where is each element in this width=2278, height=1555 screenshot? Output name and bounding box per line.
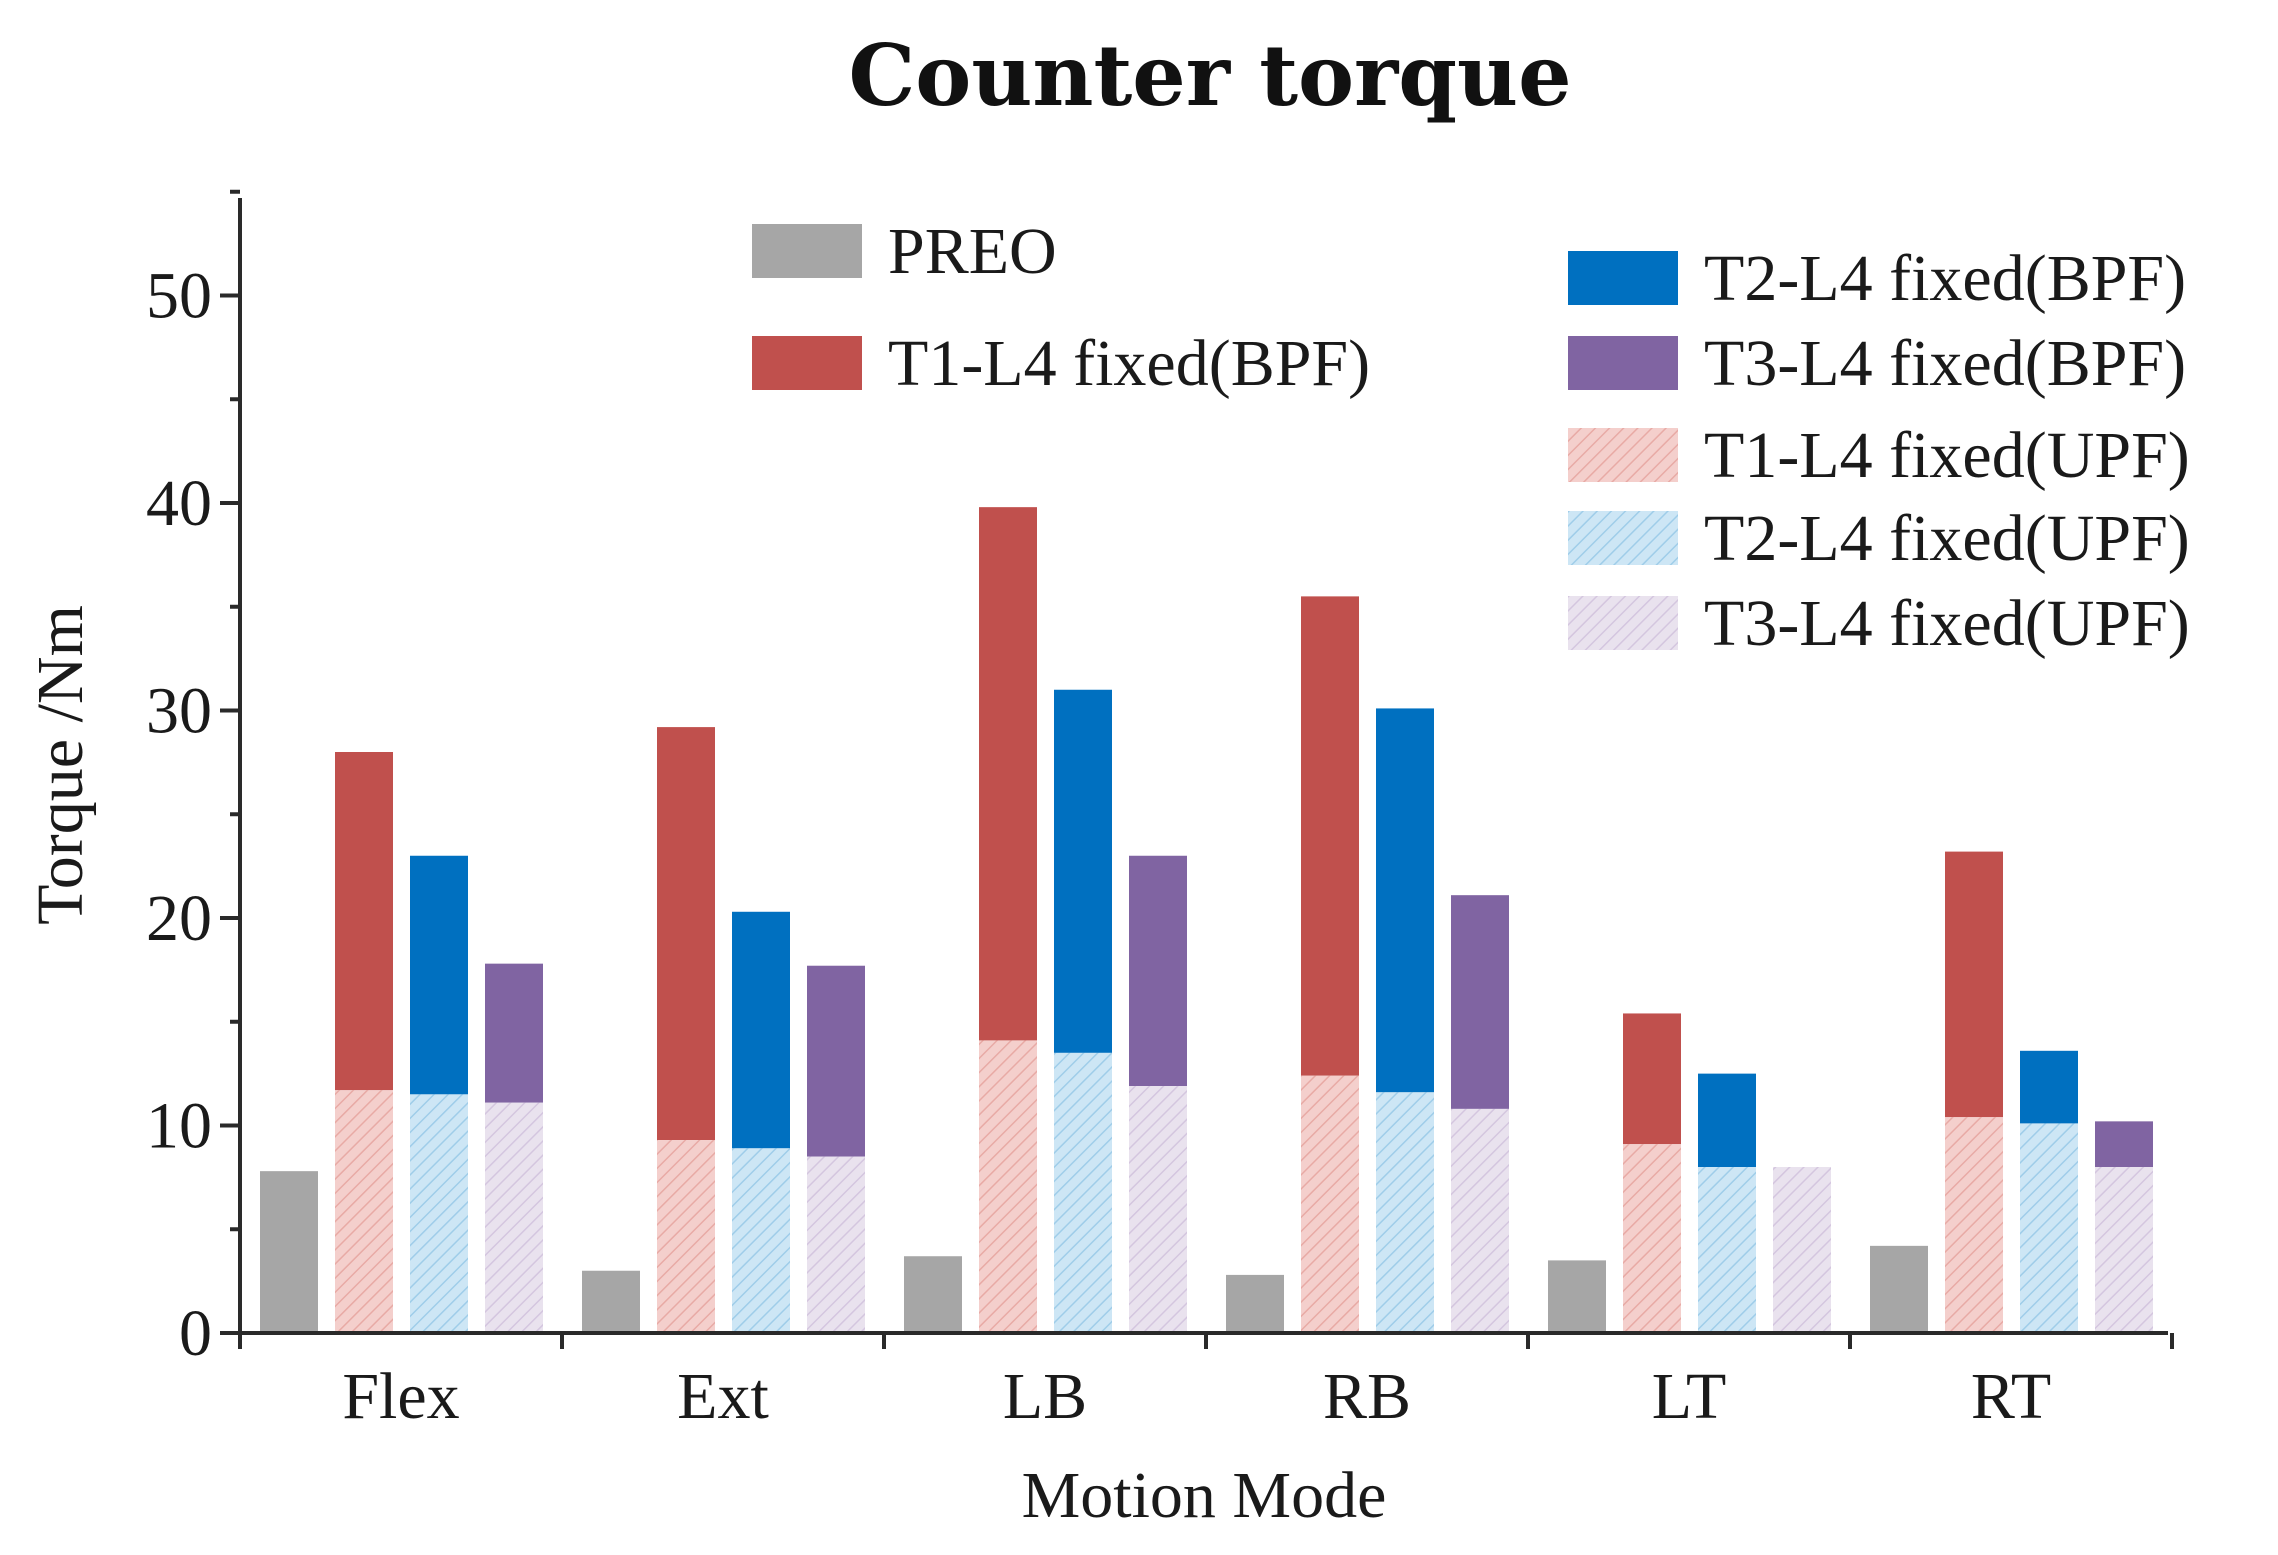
legend-swatch	[1568, 336, 1678, 390]
legend-item: T1-L4 fixed(BPF)	[752, 327, 1370, 400]
bar-t3-bpf-rt	[2095, 1121, 2153, 1167]
x-tick-label-rb: RB	[1323, 1360, 1411, 1433]
bar-t1-upf-rb	[1301, 1075, 1359, 1333]
y-tick-label: 40	[146, 467, 212, 540]
legend-label: T3-L4 fixed(BPF)	[1704, 327, 2186, 400]
bar-t1-bpf-flex	[335, 752, 393, 1091]
chart-title: Counter torque	[848, 26, 1571, 125]
bar-t3-upf-rt	[2095, 1167, 2153, 1333]
legend-label: T1-L4 fixed(UPF)	[1704, 419, 2190, 492]
bar-t2-bpf-flex	[410, 855, 468, 1095]
bar-t2-upf-rt	[2020, 1123, 2078, 1333]
bar-t3-bpf-lb	[1129, 855, 1187, 1087]
bar-t1-bpf-rt	[1945, 851, 2003, 1118]
legend-swatch	[752, 336, 862, 390]
y-tick-label: 10	[146, 1090, 212, 1163]
bar-preo-lb	[904, 1256, 962, 1333]
legend-item: T2-L4 fixed(UPF)	[1568, 502, 2190, 575]
bar-t3-bpf-flex	[485, 963, 543, 1103]
legend-item: T3-L4 fixed(BPF)	[1568, 327, 2186, 400]
bar-t1-upf-ext	[657, 1140, 715, 1333]
bar-t1-bpf-lt	[1623, 1013, 1681, 1145]
bar-preo-rt	[1870, 1245, 1928, 1333]
y-axis-label: Torque /Nm	[24, 605, 97, 925]
x-tick-label-lt: LT	[1652, 1360, 1727, 1433]
ticks-layer: Flex Ext LB RB LT RT 0 10 20 30 40 50	[146, 189, 2174, 1433]
bar-t1-bpf-lb	[979, 507, 1037, 1041]
bar-t2-bpf-lb	[1054, 689, 1112, 1053]
legend-label: T2-L4 fixed(BPF)	[1704, 242, 2186, 315]
legend-item: T3-L4 fixed(UPF)	[1568, 587, 2190, 660]
legend-label: T1-L4 fixed(BPF)	[888, 327, 1370, 400]
bar-t2-bpf-ext	[732, 911, 790, 1149]
legend-label: PREO	[888, 215, 1057, 288]
bar-t2-bpf-rt	[2020, 1050, 2078, 1124]
legend-swatch	[1568, 428, 1678, 482]
y-tick-label: 0	[179, 1297, 212, 1370]
legend-label: T3-L4 fixed(UPF)	[1704, 587, 2190, 660]
bar-t3-bpf-rb	[1451, 895, 1509, 1109]
bars-layer	[260, 507, 2153, 1333]
y-tick-label: 20	[146, 882, 212, 955]
legend-item: T2-L4 fixed(BPF)	[1568, 242, 2186, 315]
bar-preo-flex	[260, 1171, 318, 1333]
bar-t3-upf-lb	[1129, 1086, 1187, 1333]
bar-t3-upf-rb	[1451, 1108, 1509, 1333]
legend-item: PREO	[752, 215, 1057, 288]
bar-t3-upf-lt	[1773, 1167, 1831, 1333]
bar-preo-lt	[1548, 1260, 1606, 1333]
bar-t1-upf-lt	[1623, 1144, 1681, 1333]
legend-swatch	[752, 224, 862, 278]
bar-t1-bpf-ext	[657, 727, 715, 1141]
legend: PREO T1-L4 fixed(BPF) T2-L4 fixed(BPF) T3-L…	[752, 215, 2190, 660]
bar-t2-upf-lb	[1054, 1052, 1112, 1333]
bar-t2-upf-rb	[1376, 1092, 1434, 1333]
bar-t2-upf-lt	[1698, 1167, 1756, 1333]
bar-preo-ext	[582, 1270, 640, 1333]
x-tick-label-flex: Flex	[342, 1360, 459, 1433]
legend-swatch	[1568, 511, 1678, 565]
bar-t3-bpf-ext	[807, 965, 865, 1157]
x-axis-label: Motion Mode	[1022, 1459, 1387, 1532]
legend-label: T2-L4 fixed(UPF)	[1704, 502, 2190, 575]
bar-t1-upf-rt	[1945, 1117, 2003, 1333]
bar-t1-upf-flex	[335, 1090, 393, 1333]
bar-t2-upf-ext	[732, 1148, 790, 1333]
bar-t3-upf-ext	[807, 1156, 865, 1333]
y-tick-label: 50	[146, 260, 212, 333]
y-tick-label: 30	[146, 675, 212, 748]
x-tick-label-lb: LB	[1003, 1360, 1087, 1433]
bar-t2-upf-flex	[410, 1094, 468, 1333]
bar-t2-bpf-rb	[1376, 708, 1434, 1093]
x-tick-label-ext: Ext	[677, 1360, 769, 1433]
bar-t3-upf-flex	[485, 1102, 543, 1333]
legend-item: T1-L4 fixed(UPF)	[1568, 419, 2190, 492]
legend-swatch	[1568, 251, 1678, 305]
bar-preo-rb	[1226, 1274, 1284, 1333]
x-tick-label-rt: RT	[1971, 1360, 2051, 1433]
bar-t1-bpf-rb	[1301, 596, 1359, 1076]
bar-t1-upf-lb	[979, 1040, 1037, 1333]
legend-swatch	[1568, 596, 1678, 650]
bar-t2-bpf-lt	[1698, 1073, 1756, 1167]
